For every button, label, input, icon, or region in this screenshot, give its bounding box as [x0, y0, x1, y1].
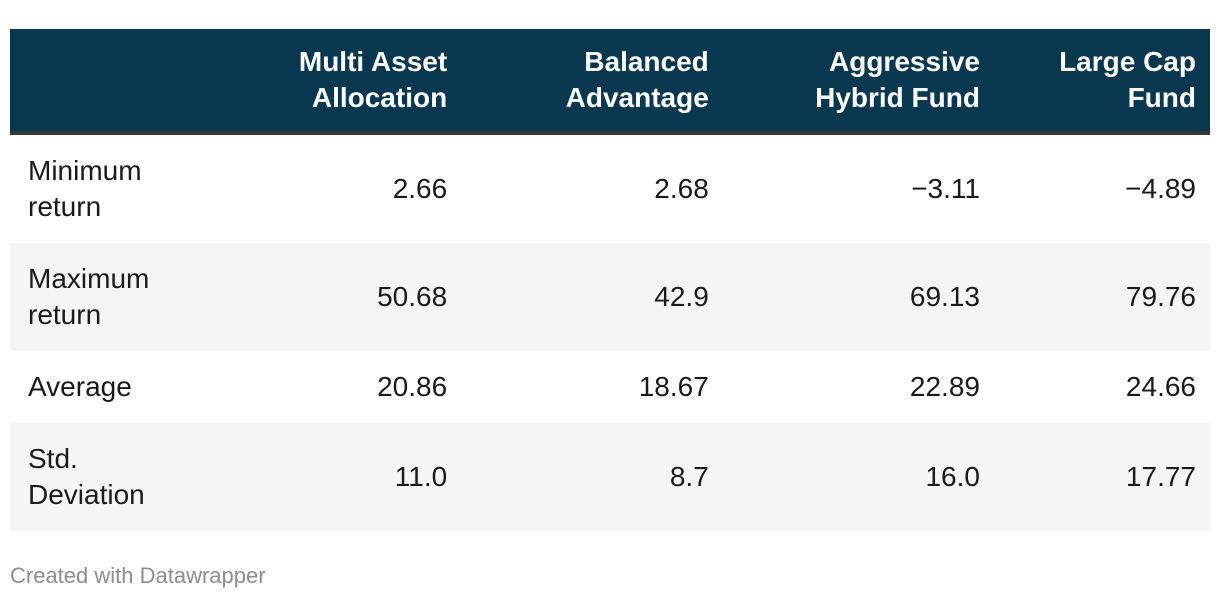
cell-value: 2.68: [654, 173, 709, 204]
table-row-maximum-return: Maximum return 50.68 42.9 69.13 79.76: [10, 243, 1210, 351]
cell-value: 24.66: [1125, 371, 1196, 402]
cell-value: 69.13: [909, 281, 980, 312]
cell-value: 42.9: [654, 281, 709, 312]
row-label: Average: [28, 371, 132, 402]
table-row-minimum-return: Minimum return 2.66 2.68 −3.11 −4.89: [10, 133, 1210, 243]
cell-value: 8.7: [669, 461, 709, 492]
table-row-std-deviation: Std. Deviation 11.0 8.7 16.0 17.77: [10, 423, 1210, 531]
cell-value: 18.67: [638, 371, 709, 402]
row-label: Minimum return: [28, 155, 142, 222]
table-row-average: Average 20.86 18.67 22.89 24.66: [10, 351, 1210, 423]
cell-value: 11.0: [394, 461, 448, 492]
row-label: Std. Deviation: [28, 443, 145, 510]
cell-value: 20.86: [377, 371, 448, 402]
cell-value: 50.68: [377, 281, 448, 312]
cell-value: 79.76: [1125, 281, 1196, 312]
cell-value: 17.77: [1125, 461, 1196, 492]
header-cell-balanced-advantage: Balanced Advantage: [461, 29, 723, 135]
fund-comparison-table: Multi Asset Allocation Balanced Advantag…: [10, 29, 1210, 531]
datawrapper-credit-link[interactable]: Created with Datawrapper: [10, 563, 266, 588]
cell-value: 22.89: [909, 371, 980, 402]
cell-value: 16.0: [925, 461, 980, 492]
cell-value: 2.66: [392, 173, 448, 204]
header-cell-large-cap-fund: Large Cap Fund: [993, 29, 1210, 135]
cell-value: −3.11: [911, 173, 980, 204]
header-cell-aggressive-hybrid-fund: Aggressive Hybrid Fund: [722, 29, 994, 135]
cell-value: −4.89: [1125, 173, 1196, 204]
row-label: Maximum return: [28, 263, 150, 330]
header-cell-empty: [10, 29, 202, 135]
table-header-row: Multi Asset Allocation Balanced Advantag…: [10, 29, 1210, 135]
header-cell-multi-asset-allocation: Multi Asset Allocation: [202, 29, 462, 135]
